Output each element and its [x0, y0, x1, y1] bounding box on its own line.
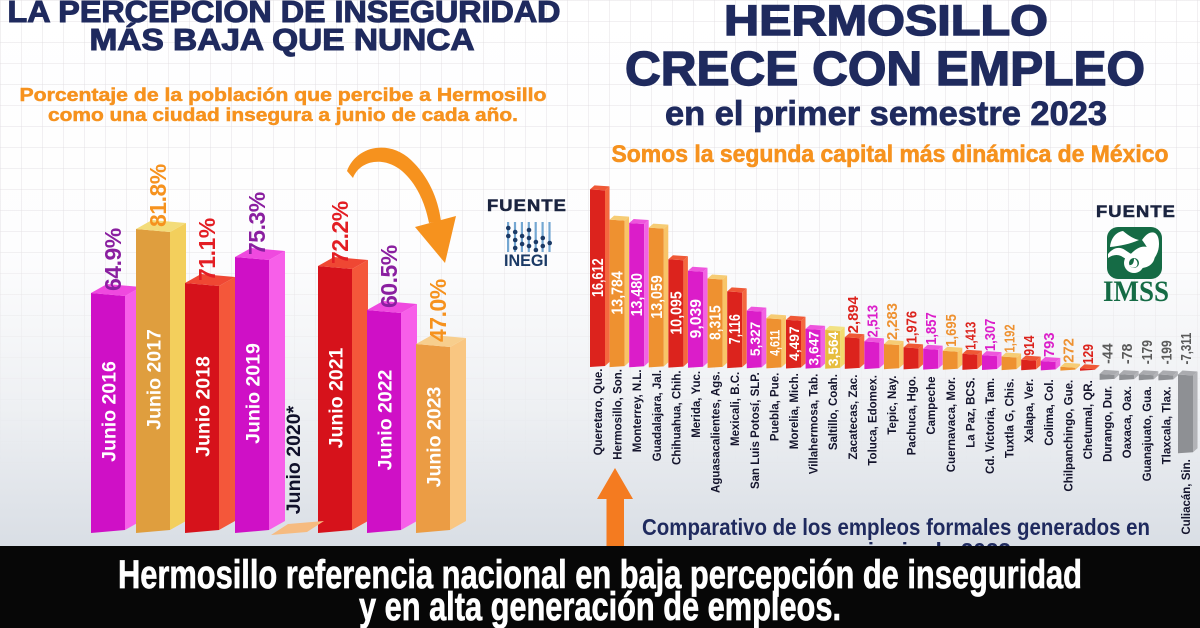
- svg-text:San Luis Potosí, SLP.: San Luis Potosí, SLP.: [750, 372, 762, 489]
- svg-text:Junio 2023: Junio 2023: [424, 386, 446, 487]
- svg-text:64.9%: 64.9%: [100, 228, 126, 291]
- svg-text:Junio 2021: Junio 2021: [326, 347, 348, 448]
- svg-text:Guanajuato, Gua.: Guanajuato, Gua.: [1142, 386, 1154, 481]
- svg-text:60.5%: 60.5%: [376, 245, 402, 308]
- svg-text:-78: -78: [1120, 344, 1136, 365]
- svg-text:Oaxaca, Oax.: Oaxaca, Oax.: [1122, 386, 1134, 458]
- svg-text:1,307: 1,307: [982, 319, 999, 352]
- svg-text:13,480: 13,480: [629, 273, 646, 316]
- svg-text:Mexicali, B.C.: Mexicali, B.C.: [730, 372, 742, 446]
- svg-text:Monterrey, N.L.: Monterrey, N.L.: [632, 369, 644, 452]
- svg-text:8,315: 8,315: [708, 305, 725, 340]
- svg-text:Junio 2018: Junio 2018: [193, 356, 215, 457]
- svg-text:Tepic, Nay.: Tepic, Nay.: [887, 376, 899, 435]
- svg-text:-199: -199: [1159, 340, 1175, 364]
- svg-text:10,095: 10,095: [668, 291, 685, 334]
- svg-text:Junio 2019: Junio 2019: [243, 343, 265, 444]
- svg-text:2,894: 2,894: [845, 296, 862, 334]
- svg-text:Pachuca, Hgo.: Pachuca, Hgo.: [907, 376, 919, 455]
- svg-text:129: 129: [1080, 344, 1097, 364]
- svg-text:Aguasacalientes, Ags.: Aguasacalientes, Ags.: [711, 371, 723, 493]
- svg-text:13,784: 13,784: [610, 271, 627, 314]
- svg-text:72.2%: 72.2%: [327, 201, 353, 264]
- svg-text:Guadalajara, Jal.: Guadalajara, Jal.: [652, 370, 664, 461]
- svg-text:Campeche: Campeche: [926, 377, 938, 435]
- svg-text:7,116: 7,116: [727, 314, 744, 344]
- svg-text:-179: -179: [1140, 340, 1156, 364]
- svg-text:La Paz, BCS.: La Paz, BCS.: [965, 377, 977, 447]
- svg-text:Junio 2016: Junio 2016: [99, 361, 121, 462]
- svg-text:Tuxtla G, Chis.: Tuxtla G, Chis.: [1005, 378, 1017, 458]
- svg-text:LA PERCEPCIÓN DE INSEGURIDAD: LA PERCEPCIÓN DE INSEGURIDAD: [8, 0, 561, 29]
- svg-text:1,192: 1,192: [1002, 324, 1019, 352]
- svg-text:272: 272: [1060, 338, 1077, 363]
- svg-text:3,564: 3,564: [825, 331, 841, 366]
- svg-text:5,327: 5,327: [747, 321, 763, 356]
- svg-text:Saltillo, Coah.: Saltillo, Coah.: [828, 374, 840, 450]
- svg-text:HERMOSILLO: HERMOSILLO: [724, 0, 1048, 45]
- svg-text:Toluca, Edomex.: Toluca, Edomex.: [867, 375, 879, 466]
- svg-text:3,647: 3,647: [806, 331, 822, 366]
- svg-text:-44: -44: [1101, 343, 1117, 364]
- svg-text:-7,311: -7,311: [1179, 333, 1195, 365]
- svg-text:CRECE CON EMPLEO: CRECE CON EMPLEO: [625, 43, 1145, 96]
- svg-text:Hermosillo referencia nacional: Hermosillo referencia nacional en baja p…: [118, 555, 1082, 597]
- svg-text:IMSS: IMSS: [1103, 275, 1169, 308]
- svg-text:13,059: 13,059: [649, 275, 666, 318]
- svg-text:Chilpanchingo, Gue.: Chilpanchingo, Gue.: [1063, 380, 1075, 492]
- svg-text:Tlaxcala, Tlax.: Tlaxcala, Tlax.: [1161, 386, 1173, 464]
- svg-text:Hermosillo, Son.: Hermosillo, Son.: [613, 369, 625, 460]
- svg-text:4,497: 4,497: [786, 326, 802, 361]
- svg-text:Cuernavaca, Mor.: Cuernavaca, Mor.: [946, 377, 958, 472]
- svg-text:Comparativo de los empleos for: Comparativo de los empleos formales gene…: [642, 514, 1150, 540]
- svg-text:793: 793: [1041, 333, 1058, 358]
- svg-text:y en alta generación de empleo: y en alta generación de empleos.: [359, 585, 841, 628]
- svg-text:Junio 2020*: Junio 2020*: [283, 405, 305, 514]
- svg-text:Villahermosa, Tab.: Villahermosa, Tab.: [809, 374, 821, 475]
- svg-text:1,413: 1,413: [962, 322, 979, 350]
- svg-text:Culiacán, Sin.: Culiacán, Sin.: [1181, 459, 1193, 534]
- svg-text:Morelia, Mich.: Morelia, Mich.: [789, 373, 801, 449]
- svg-text:914: 914: [1021, 335, 1038, 356]
- svg-text:FUENTE: FUENTE: [487, 197, 567, 215]
- svg-text:9,039: 9,039: [688, 299, 705, 338]
- svg-text:Puebla, Pue.: Puebla, Pue.: [769, 373, 781, 441]
- svg-text:1,976: 1,976: [904, 311, 921, 344]
- svg-text:2,513: 2,513: [864, 305, 881, 338]
- svg-text:Cd. Victoria, Tam.: Cd. Victoria, Tam.: [985, 378, 997, 474]
- svg-text:Zacatecas, Zac.: Zacatecas, Zac.: [848, 375, 860, 460]
- svg-text:47.0%: 47.0%: [425, 279, 451, 342]
- svg-text:Chihuahua, Chih.: Chihuahua, Chih.: [671, 370, 683, 465]
- svg-text:en el primer semestre 2023: en el primer semestre 2023: [665, 95, 1107, 133]
- svg-text:1,857: 1,857: [923, 312, 940, 345]
- svg-text:FUENTE: FUENTE: [1096, 203, 1176, 221]
- svg-text:75.3%: 75.3%: [244, 192, 270, 255]
- svg-text:Queretaro, Que.: Queretaro, Que.: [593, 369, 605, 456]
- svg-text:Colima, Col.: Colima, Col.: [1044, 379, 1056, 445]
- svg-text:4,611: 4,611: [766, 330, 782, 356]
- svg-text:Xalapa, Ver.: Xalapa, Ver.: [1024, 379, 1036, 443]
- svg-text:16,612: 16,612: [590, 258, 607, 297]
- svg-text:MÁS BAJA QUE NUNCA: MÁS BAJA QUE NUNCA: [90, 22, 475, 57]
- svg-text:INEGI: INEGI: [504, 251, 548, 270]
- svg-text:81.8%: 81.8%: [145, 164, 171, 227]
- svg-text:como una ciudad insegura a jun: como una ciudad insegura a junio de cada…: [48, 104, 518, 125]
- svg-text:Somos la segunda capital más d: Somos la segunda capital más dinámica de…: [612, 141, 1169, 168]
- svg-text:71.1%: 71.1%: [194, 218, 220, 281]
- svg-text:Merida, Yuc.: Merida, Yuc.: [691, 371, 703, 438]
- svg-text:Junio 2022: Junio 2022: [375, 369, 397, 470]
- svg-text:Porcentaje de la población que: Porcentaje de la población que percibe a…: [20, 84, 547, 105]
- svg-text:1,695: 1,695: [943, 314, 960, 347]
- svg-text:2,283: 2,283: [884, 303, 901, 340]
- svg-text:Chetumal, QR.: Chetumal, QR.: [1083, 380, 1095, 459]
- svg-text:Durango, Dur.: Durango, Dur.: [1103, 386, 1115, 462]
- svg-text:Junio 2017: Junio 2017: [144, 329, 166, 430]
